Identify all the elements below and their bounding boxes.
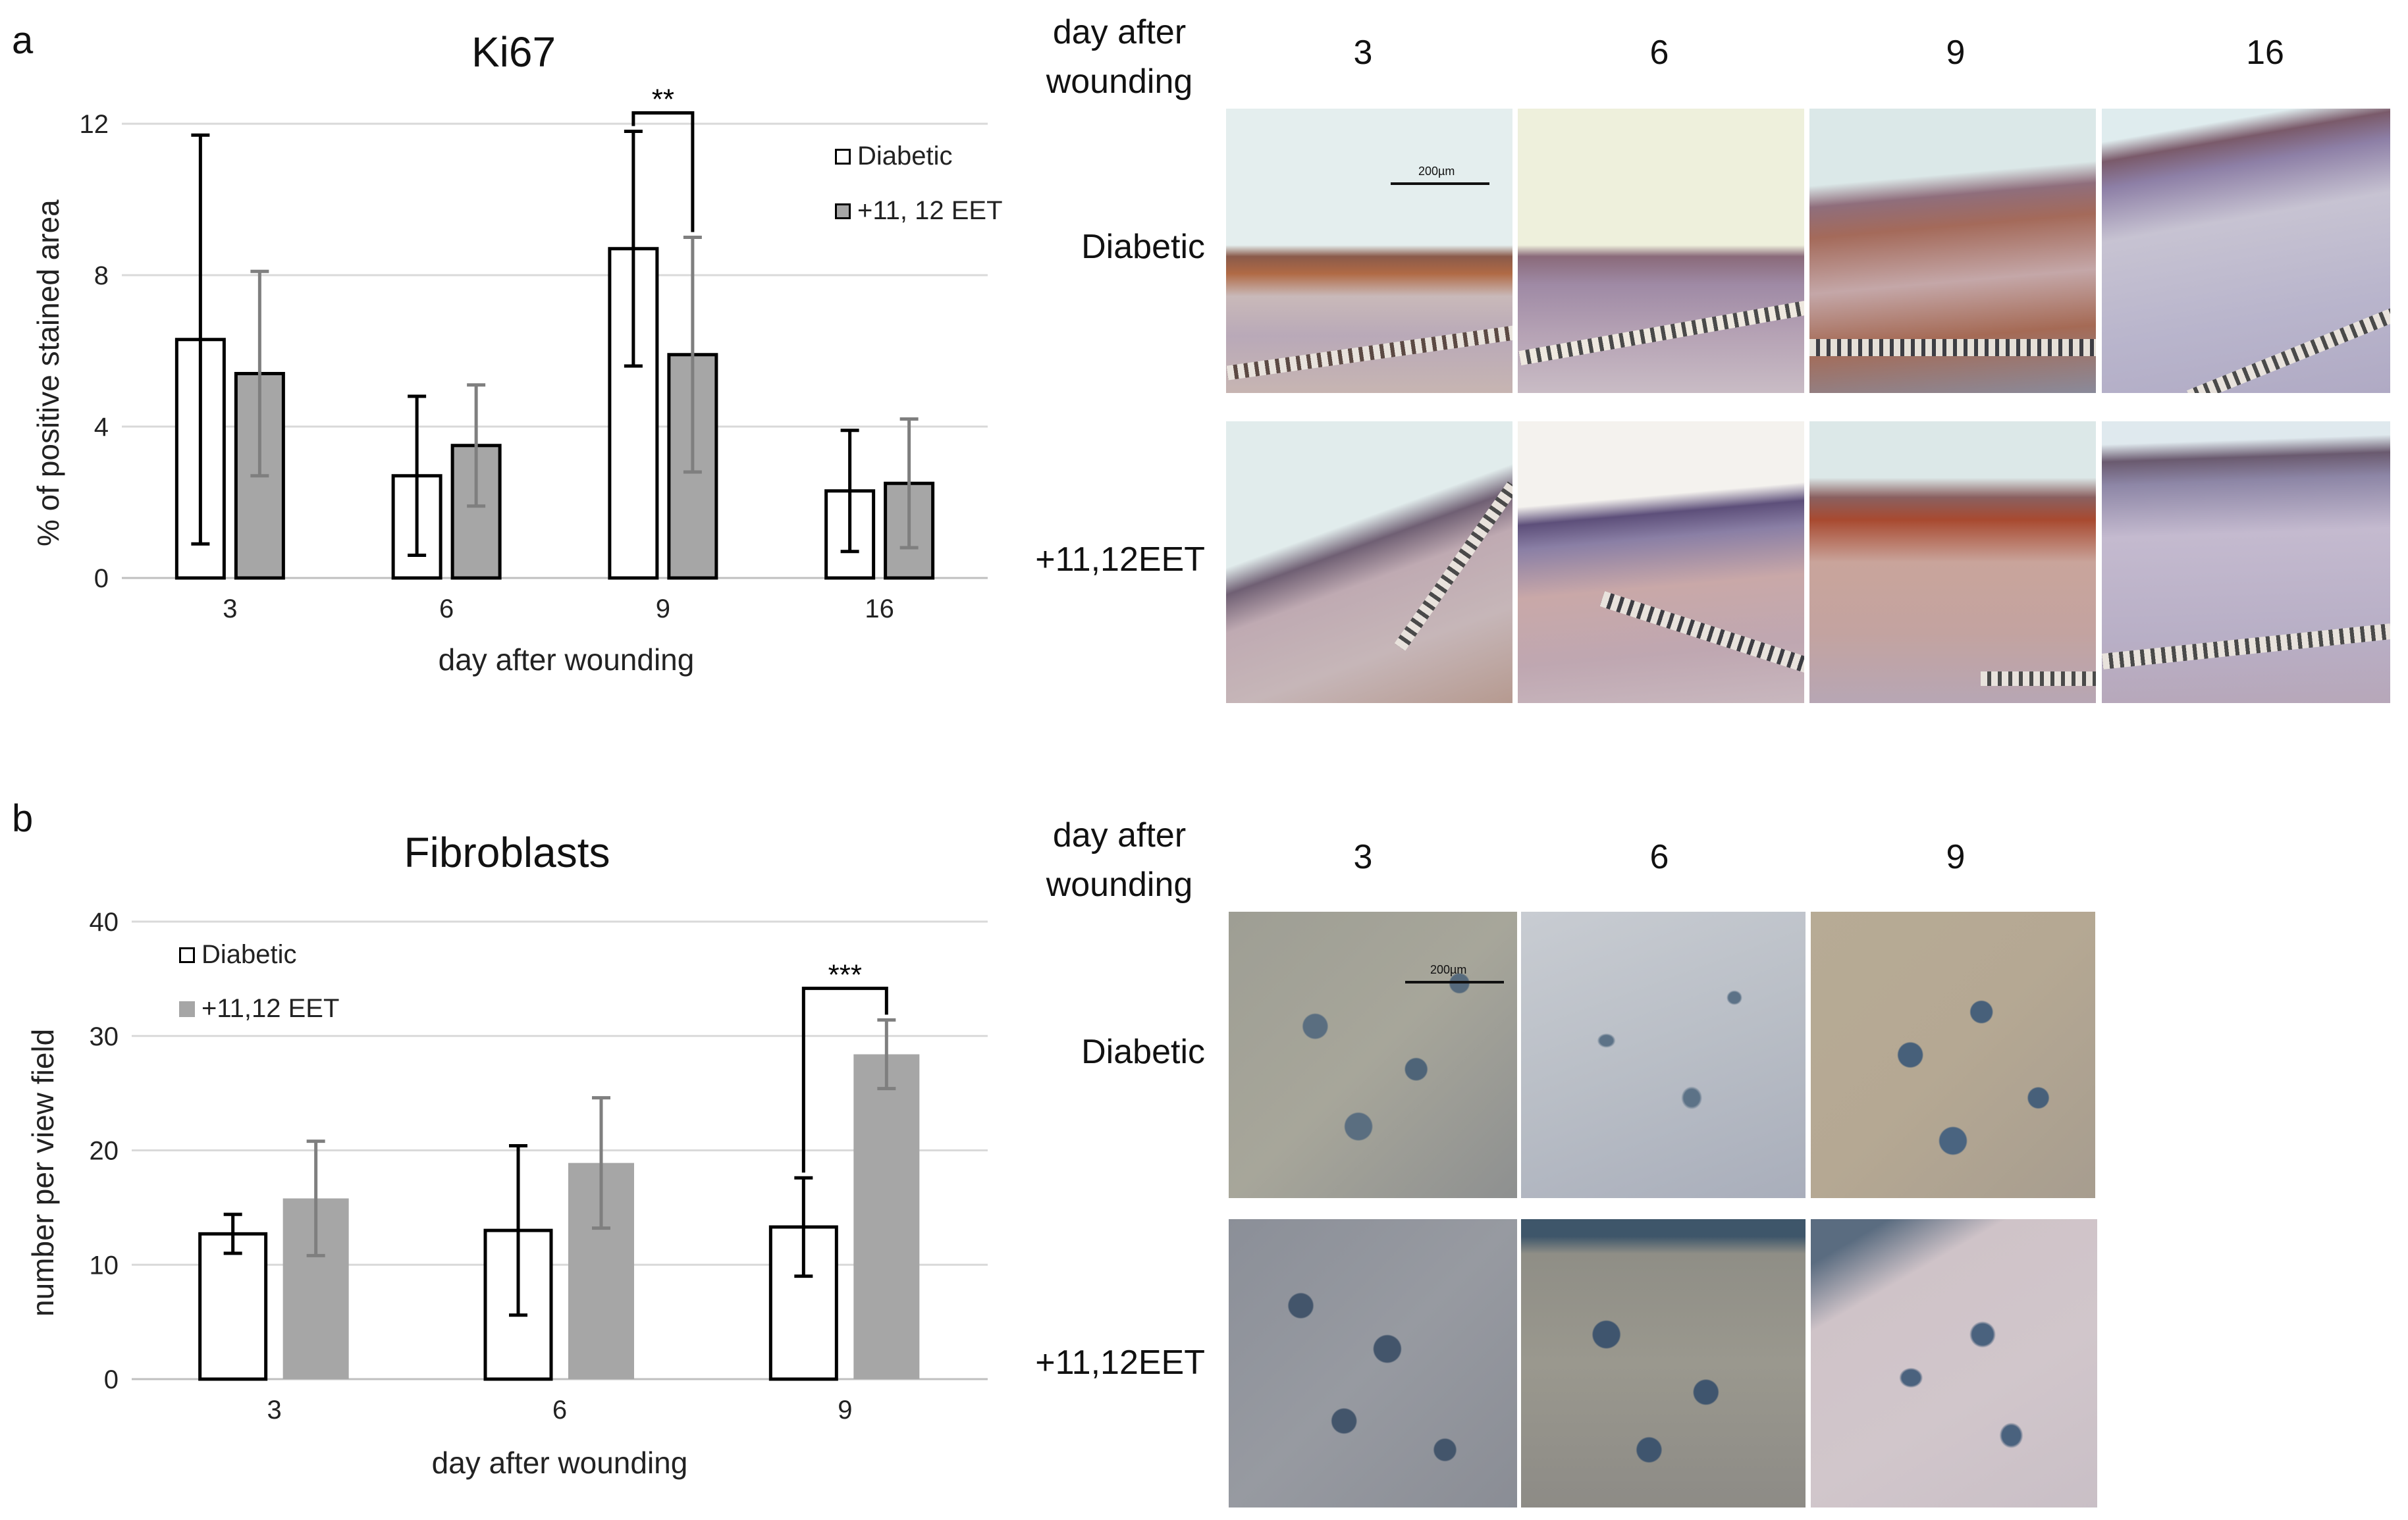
panel-b-letter: b (12, 797, 34, 840)
y-tick-label: 12 (80, 110, 109, 139)
ki67-col-6: 6 (1649, 34, 1669, 72)
legend-label-eet: +11,12 EET (201, 994, 340, 1023)
significance-bracket (801, 986, 888, 1173)
fibroblasts-micrograph-eet-day9 (1811, 1219, 2097, 1507)
bar-eet (853, 1054, 920, 1379)
ki67-row-eet: +11,12EET (1035, 540, 1205, 579)
y-tick-label: 30 (90, 1022, 119, 1051)
fibroblasts-col-6: 6 (1649, 838, 1669, 876)
y-tick-label: 10 (90, 1251, 119, 1280)
legend-label-diabetic: Diabetic (201, 940, 297, 969)
ki67-eet-d3-vessel (1394, 481, 1512, 651)
y-tick-label: 20 (90, 1137, 119, 1166)
ki67-row-diabetic: Diabetic (1081, 228, 1205, 266)
significance-marker: *** (828, 958, 862, 991)
fibroblasts-legend-eet: +11,12 EET (179, 994, 339, 1024)
fibroblasts-row-diabetic: Diabetic (1081, 1033, 1205, 1071)
ki67-legend-eet: +11, 12 EET (835, 196, 1003, 226)
ki67-scale-label: 200µm (1418, 165, 1455, 178)
significance-marker: ** (652, 84, 674, 116)
ki67-scale-bar (1391, 182, 1489, 185)
ki67-micrograph-diabetic-day16 (2102, 109, 2390, 393)
ki67-x-axis-label: day after wounding (438, 642, 695, 677)
ki67-micrograph-eet-day6 (1518, 421, 1804, 703)
ki67-micrograph-diabetic-day9 (1809, 109, 2096, 393)
fibroblasts-row-eet: +11,12EET (1035, 1344, 1205, 1382)
fibroblasts-micrograph-eet-day6 (1521, 1219, 1806, 1507)
panel-a-letter: a (12, 19, 34, 62)
y-tick-label: 4 (94, 413, 109, 442)
x-tick-label: 9 (656, 594, 670, 623)
fibroblasts-grid-header: day after wounding (1046, 816, 1193, 904)
x-tick-label: 6 (439, 594, 454, 623)
ki67-grid-header: day after wounding (1046, 13, 1193, 101)
y-tick-label: 0 (94, 564, 109, 593)
ki67-d9-vessel (1809, 339, 2096, 356)
fibroblasts-micrograph-eet-day3 (1229, 1219, 1517, 1507)
x-tick-label: 6 (552, 1396, 567, 1425)
ki67-eet-d6-vessel (1599, 591, 1804, 675)
fibroblasts-micrograph-diabetic-day3: 200µm (1229, 912, 1517, 1198)
x-tick-label: 9 (838, 1396, 852, 1425)
fibroblasts-scale-label: 200µm (1430, 963, 1467, 976)
ki67-micrograph-eet-day3 (1226, 421, 1512, 703)
legend-swatch-eet (835, 203, 851, 219)
significance-bracket (631, 111, 695, 232)
y-tick-label: 8 (94, 261, 109, 290)
ki67-micrograph-eet-day16 (2102, 421, 2390, 703)
y-tick-label: 0 (104, 1365, 119, 1394)
ki67-eet-d16-vessel (2102, 623, 2390, 669)
fibroblasts-chart-title: Fibroblasts (404, 829, 610, 876)
fibroblasts-bar-chart: 0 10 20 30 40 3 6 9 *** (90, 908, 988, 1425)
fibroblasts-micrograph-diabetic-day6 (1521, 912, 1806, 1198)
ki67-micrograph-diabetic-day6 (1518, 109, 1804, 393)
ki67-col-16: 16 (2246, 34, 2284, 72)
ki67-col-9: 9 (1946, 34, 1966, 72)
legend-label-diabetic: Diabetic (857, 142, 953, 170)
ki67-col-3: 3 (1353, 34, 1373, 72)
fibroblasts-x-axis-label: day after wounding (431, 1446, 688, 1480)
ki67-legend-diabetic: Diabetic (835, 142, 953, 171)
ki67-d6-vessel (1518, 300, 1804, 366)
ki67-micrograph-eet-day9 (1809, 421, 2096, 703)
fibroblasts-col-3: 3 (1353, 838, 1373, 876)
ki67-bar-chart: 0 4 8 12 3 6 9 ** 16 (80, 84, 988, 623)
ki67-d3-vessel (1226, 325, 1512, 380)
x-tick-label: 3 (223, 594, 237, 623)
ki67-d16-vessel (2186, 301, 2390, 393)
fibroblasts-col-9: 9 (1946, 838, 1966, 876)
legend-label-eet: +11, 12 EET (857, 196, 1003, 225)
legend-swatch-eet (179, 1001, 195, 1017)
bar-diabetic (198, 1232, 268, 1381)
ki67-chart-title: Ki67 (471, 28, 556, 76)
fibroblasts-legend-diabetic: Diabetic (179, 940, 297, 970)
fibroblasts-scale-bar (1405, 981, 1504, 983)
x-tick-label: 3 (267, 1396, 282, 1425)
legend-swatch-diabetic (835, 148, 851, 165)
x-tick-label: 16 (865, 594, 894, 623)
fibroblasts-micrograph-diabetic-day9 (1811, 912, 2095, 1198)
ki67-eet-d9-vessel (1981, 671, 2096, 686)
legend-swatch-diabetic (179, 947, 195, 963)
y-tick-label: 40 (90, 908, 119, 937)
ki67-micrograph-diabetic-day3: 200µm (1226, 109, 1512, 393)
